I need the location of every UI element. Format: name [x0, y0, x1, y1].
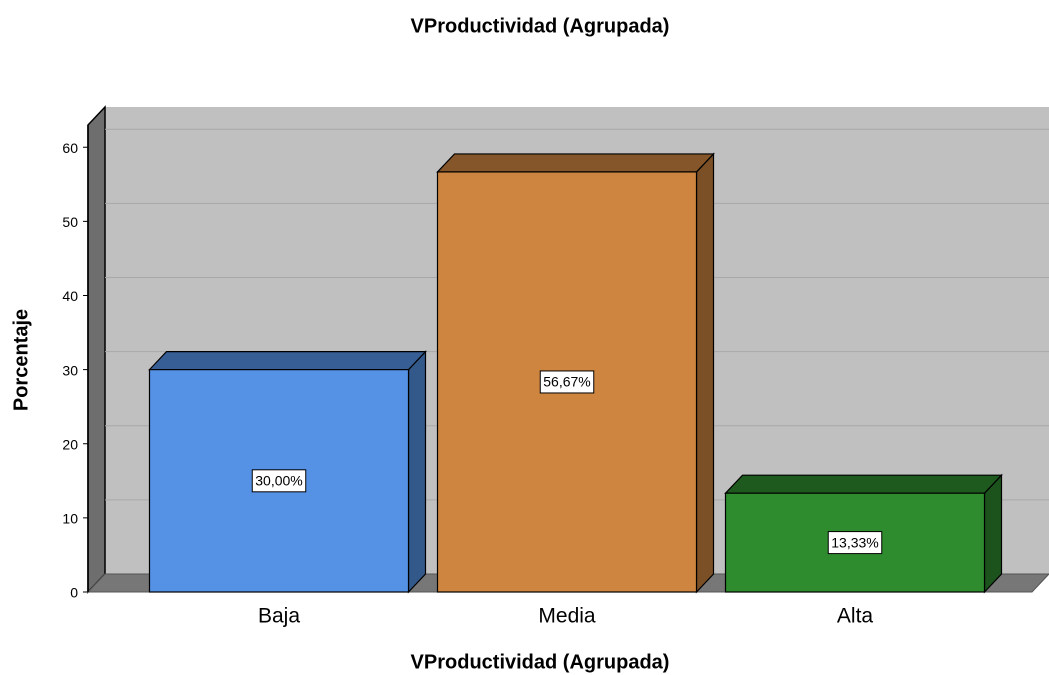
bar-top: [724, 474, 1003, 494]
value-label-box: [539, 370, 595, 394]
value-label-box: [827, 531, 883, 555]
y-tick-label: 30: [62, 362, 78, 378]
y-tick-label: 0: [70, 585, 78, 601]
bar-side: [407, 350, 427, 594]
y-tick-label: 20: [62, 436, 78, 452]
value-label: 56,67%: [543, 374, 590, 390]
y-axis-label: Porcentaje: [10, 309, 32, 411]
x-tick-label: Media: [538, 605, 596, 628]
y-tick-label: 50: [62, 214, 78, 230]
bar-side: [695, 152, 715, 594]
value-label-box: [251, 469, 307, 493]
bar-top: [436, 153, 715, 173]
left-wall: [87, 105, 106, 594]
value-label: 13,33%: [831, 534, 878, 550]
bar-top: [148, 351, 427, 371]
x-tick-label: Baja: [258, 605, 300, 628]
chart-title: VProductividad (Agrupada): [411, 15, 670, 37]
y-tick-label: 10: [62, 511, 78, 527]
value-label: 30,00%: [255, 473, 302, 489]
y-tick-label: 60: [62, 140, 78, 156]
bar-side: [983, 473, 1003, 594]
x-tick-label: Alta: [837, 605, 874, 628]
y-tick-label: 40: [62, 288, 78, 304]
x-axis-label: VProductividad (Agrupada): [411, 651, 670, 673]
